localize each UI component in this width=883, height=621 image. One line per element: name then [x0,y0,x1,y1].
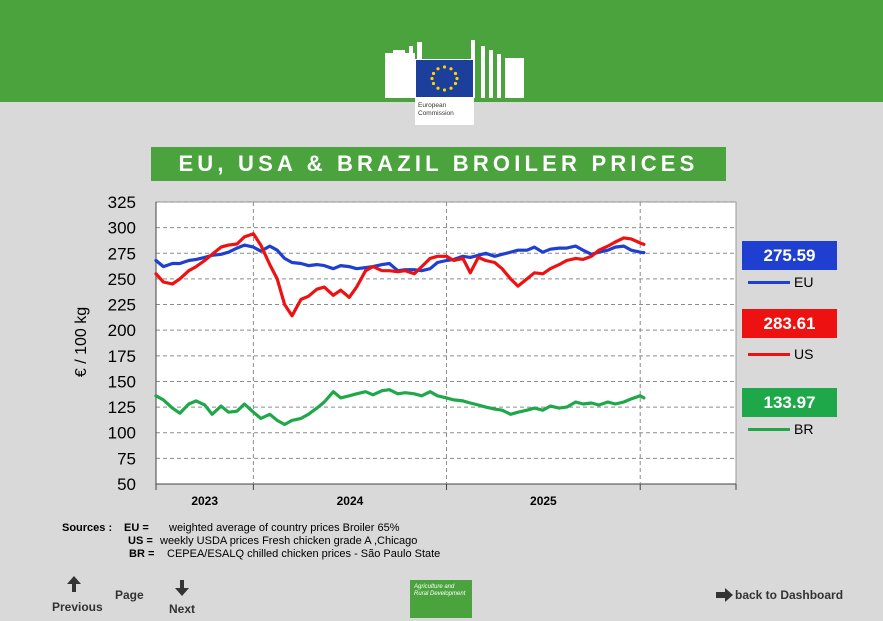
us-latest-value: 283.61 [742,309,837,338]
br-legend-line [748,428,790,431]
arrow-down-icon [175,580,189,596]
eu-legend-line [748,281,790,284]
source-br-text: CEPEA/ESALQ chilled chicken prices - São… [167,548,441,560]
eu-latest-value: 275.59 [742,241,837,270]
y-tick-label: 250 [108,270,136,289]
us-legend-line [748,353,790,356]
logo-text-line1: European [418,102,447,109]
sources-label: Sources : [62,522,113,534]
y-tick-label: 225 [108,296,136,315]
source-eu-key: EU = [124,522,149,534]
y-tick-label: 125 [108,398,136,417]
agri-logo-text: Agriculture and Rural Development [414,584,466,597]
y-tick-label: 275 [108,244,136,263]
y-axis-label: € / 100 kg [73,307,90,377]
y-tick-label: 175 [108,347,136,366]
agriculture-logo: Agriculture and Rural Development [410,580,472,618]
back-to-dashboard-link[interactable]: back to Dashboard [714,586,854,606]
y-tick-label: 100 [108,424,136,443]
y-tick-label: 325 [108,193,136,212]
sources-note: Sources : EU = weighted average of count… [62,522,440,561]
source-us-key: US = [128,535,153,547]
y-tick-label: 50 [117,475,136,494]
arrow-right-icon [716,588,733,602]
series-line-br [154,388,646,427]
br-legend-label: BR [794,421,814,437]
previous-button[interactable]: Previous [50,574,103,616]
y-tick-label: 75 [117,449,136,468]
previous-label: Previous [52,600,103,614]
next-label: Next [169,602,196,616]
arrow-up-icon [67,576,81,592]
x-tick-label: 2023 [191,494,218,508]
chart-title: EU, USA & BRAZIL BROILER PRICES [151,147,726,181]
logo-text-line2: Commission [418,110,454,117]
y-tick-label: 300 [108,219,136,238]
source-br-key: BR = [129,548,155,560]
x-tick-label: 2025 [530,494,557,508]
y-tick-label: 200 [108,321,136,340]
next-button[interactable]: Next [166,580,202,618]
source-us-text: weekly USDA prices Fresh chicken grade A… [160,535,418,547]
page-label: Page [115,588,144,602]
us-legend-label: US [794,346,814,362]
source-eu-text: weighted average of country prices Broil… [169,522,400,534]
eu-legend-label: EU [794,274,814,290]
x-tick-label: 2024 [337,494,364,508]
back-to-dashboard-label: back to Dashboard [735,588,844,602]
series-line-us [154,232,646,318]
y-tick-label: 150 [108,372,136,391]
br-latest-value: 133.97 [742,388,837,417]
european-commission-logo: European Commission [385,40,524,125]
